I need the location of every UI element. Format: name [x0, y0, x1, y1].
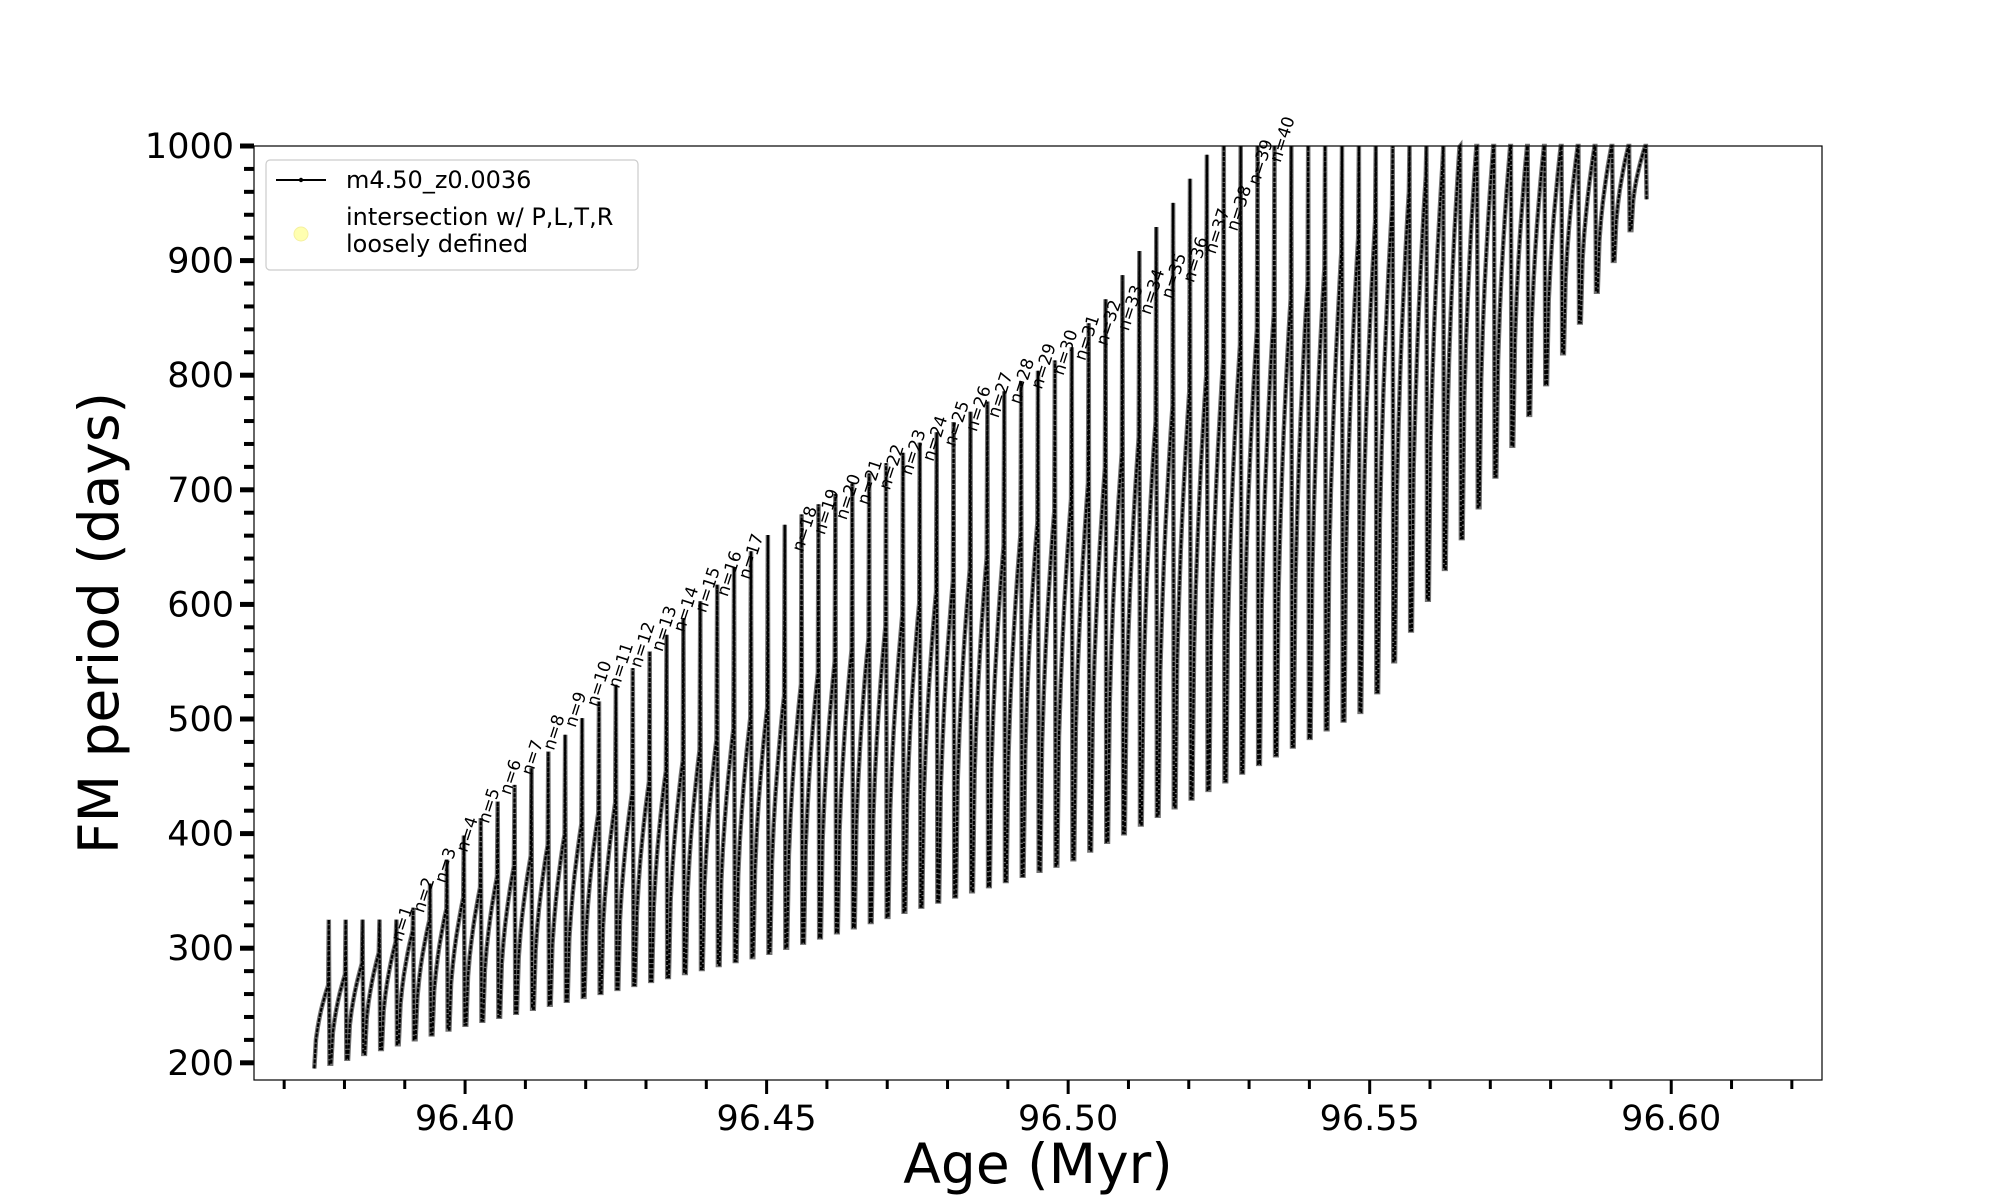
y-tick-label: 300	[167, 929, 234, 969]
y-tick-label: 500	[167, 700, 234, 740]
legend-entry-intersection-line2: loosely defined	[346, 230, 528, 258]
x-tick-label: 96.40	[415, 1099, 515, 1139]
y-axis: 200 300 400 500 600 700 800 900 1000	[145, 127, 254, 1084]
y-tick-label: 600	[167, 585, 234, 625]
series-m4-50-z0-0036	[312, 139, 1649, 1069]
x-tick-label: 96.60	[1621, 1099, 1721, 1139]
y-tick-label: 200	[167, 1044, 234, 1084]
pulse-label: n=38	[1223, 183, 1256, 234]
pulse-label: n=3	[431, 845, 461, 885]
plot-frame	[253, 145, 1823, 1081]
x-axis: 96.40 96.45 96.50 96.55 96.60	[282, 1080, 1794, 1139]
y-tick-label: 700	[167, 471, 234, 511]
series-line-thick	[312, 139, 1649, 1069]
y-tick-label: 1000	[145, 127, 234, 167]
legend-entry-series: m4.50_z0.0036	[346, 166, 531, 194]
legend-entry-intersection-line1: intersection w/ P,L,T,R	[346, 203, 613, 231]
y-tick-label: 400	[167, 815, 234, 855]
legend: m4.50_z0.0036 intersection w/ P,L,T,R lo…	[265, 159, 639, 271]
y-axis-label: FM period (days)	[67, 392, 131, 854]
x-axis-label: Age (Myr)	[903, 1132, 1172, 1196]
x-tick-label: 96.50	[1018, 1099, 1118, 1139]
x-tick-label: 96.55	[1320, 1099, 1420, 1139]
x-tick-label: 96.45	[717, 1099, 817, 1139]
y-tick-label: 900	[167, 242, 234, 282]
legend-marker-intersection	[293, 226, 309, 242]
legend-box	[265, 159, 639, 271]
y-tick-label: 800	[167, 356, 234, 396]
legend-marker-swatch	[298, 177, 304, 183]
pulse-label: n=40	[1266, 114, 1299, 165]
